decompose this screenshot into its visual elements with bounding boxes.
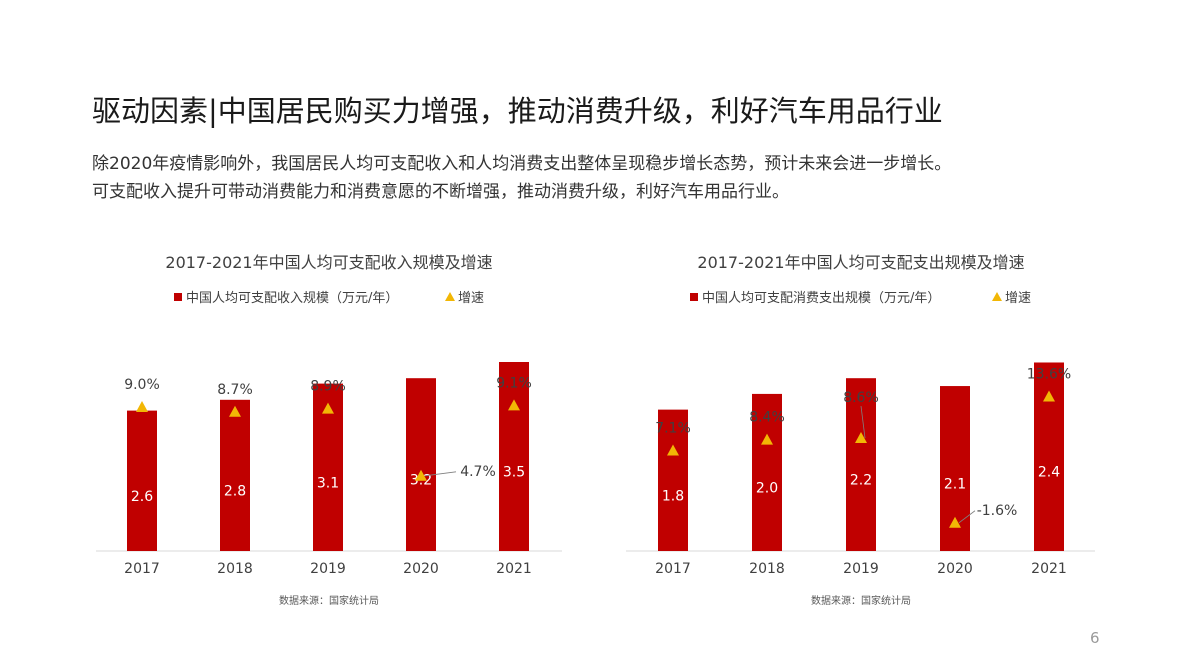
legend-growth-marker (992, 292, 1002, 301)
description-line-1: 除2020年疫情影响外，我国居民人均可支配收入和人均消费支出整体呈现稳步增长态势… (92, 154, 952, 174)
legend-bar-label: 中国人均可支配消费支出规模（万元/年） (702, 291, 940, 306)
growth-marker-2019 (855, 432, 867, 444)
x-tick-2017: 2017 (124, 561, 160, 577)
bar-2018 (220, 399, 250, 551)
legend-growth-marker (445, 292, 455, 301)
x-tick-2019: 2019 (843, 561, 879, 577)
growth-label-2017: 7.1% (655, 420, 691, 436)
growth-label-2020: -1.6% (977, 503, 1018, 519)
bar-label-2019: 2.2 (850, 473, 872, 489)
chart-2: 2017-2021年中国人均可支配支出规模及增速中国人均可支配消费支出规模（万元… (626, 253, 1095, 607)
x-tick-2018: 2018 (217, 561, 253, 577)
bar-2021 (499, 362, 529, 551)
growth-label-2019: 8.9% (310, 379, 346, 395)
growth-label-2018: 8.7% (217, 382, 253, 398)
growth-marker-2020 (415, 469, 427, 481)
legend-growth-label: 增速 (458, 291, 484, 306)
bar-label-2018: 2.8 (224, 483, 246, 499)
legend-bar-swatch (174, 293, 182, 301)
source-note: 数据来源：国家统计局 (811, 594, 911, 607)
bar-2017 (127, 410, 157, 551)
legend-bar-swatch (690, 293, 698, 301)
bar-label-2021: 3.5 (503, 465, 525, 481)
growth-leader-2020 (424, 471, 457, 477)
bar-2020 (406, 378, 436, 551)
slide-title: 驱动因素|中国居民购买力增强，推动消费升级，利好汽车用品行业 (92, 94, 943, 128)
growth-marker-2018 (229, 405, 241, 417)
growth-marker-2017 (136, 401, 148, 412)
legend-bar-label: 中国人均可支配收入规模（万元/年） (186, 291, 398, 306)
growth-label-2021: 13.6% (1027, 366, 1071, 382)
growth-marker-2021 (508, 399, 520, 411)
bar-label-2020: 2.1 (944, 477, 966, 493)
legend-growth-label: 增速 (1005, 291, 1031, 306)
bar-label-2021: 2.4 (1038, 465, 1060, 481)
growth-marker-2019 (322, 402, 334, 414)
x-tick-2018: 2018 (749, 561, 785, 577)
bar-2018 (752, 393, 782, 551)
x-tick-2020: 2020 (937, 561, 973, 577)
bar-label-2017: 1.8 (662, 488, 684, 504)
chart-1: 2017-2021年中国人均可支配收入规模及增速中国人均可支配收入规模（万元/年… (96, 253, 562, 607)
bar-label-2017: 2.6 (131, 489, 153, 505)
x-tick-2017: 2017 (655, 561, 691, 577)
bar-2017 (658, 409, 688, 551)
source-note: 数据来源：国家统计局 (279, 594, 379, 607)
page-number: 6 (1090, 629, 1100, 647)
description-line-2: 可支配收入提升可带动消费能力和消费意愿的不断增强，推动消费升级，利好汽车用品行业… (92, 182, 789, 202)
growth-label-2017: 9.0% (124, 377, 160, 393)
bar-label-2018: 2.0 (756, 480, 778, 496)
growth-marker-2020 (949, 516, 961, 528)
chart-title: 2017-2021年中国人均可支配支出规模及增速 (697, 253, 1024, 272)
x-tick-2021: 2021 (496, 561, 532, 577)
x-tick-2020: 2020 (403, 561, 439, 577)
x-tick-2021: 2021 (1031, 561, 1067, 577)
growth-label-2021: 9.1% (496, 375, 532, 391)
slide-description: 除2020年疫情影响外，我国居民人均可支配收入和人均消费支出整体呈现稳步增长态势… (92, 150, 1102, 206)
growth-label-2019: 8.6% (843, 390, 879, 406)
chart-title: 2017-2021年中国人均可支配收入规模及增速 (165, 253, 492, 272)
growth-marker-2017 (667, 444, 679, 456)
growth-marker-2018 (761, 433, 773, 445)
growth-label-2020: 4.7% (460, 464, 496, 480)
growth-leader-2019 (860, 405, 866, 439)
growth-leader-2020 (958, 510, 976, 524)
x-tick-2019: 2019 (310, 561, 346, 577)
growth-label-2018: 8.4% (749, 410, 785, 426)
growth-marker-2021 (1043, 390, 1055, 402)
bar-label-2019: 3.1 (317, 475, 339, 491)
